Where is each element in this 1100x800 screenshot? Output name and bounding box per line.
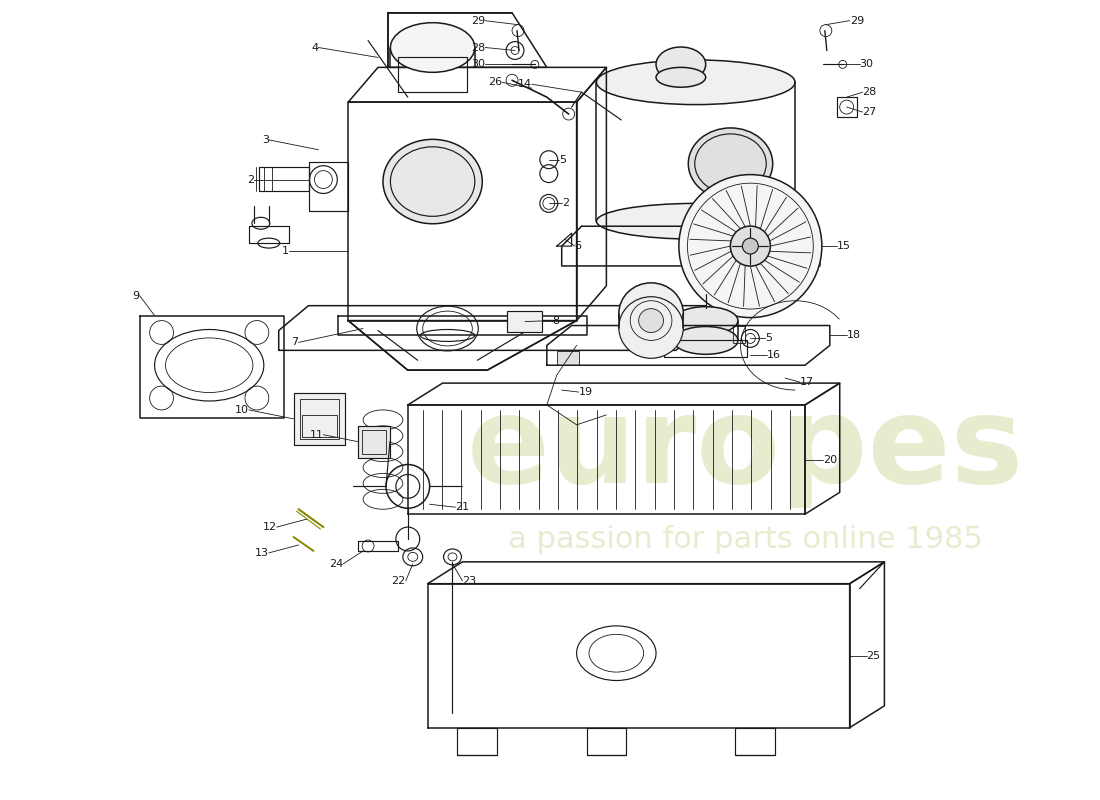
Text: 5: 5 <box>559 154 565 165</box>
Bar <box>734 326 746 343</box>
Bar <box>359 426 389 458</box>
Text: 1: 1 <box>282 246 288 256</box>
Text: 24: 24 <box>329 559 343 569</box>
Text: 16: 16 <box>767 350 781 360</box>
Text: 13: 13 <box>255 548 268 558</box>
Text: 26: 26 <box>488 78 502 87</box>
Text: 2: 2 <box>246 174 254 185</box>
Ellipse shape <box>689 128 772 199</box>
Text: 29: 29 <box>471 16 485 26</box>
Text: 29: 29 <box>849 16 864 26</box>
Text: 6: 6 <box>574 241 582 251</box>
Text: 5: 5 <box>766 334 772 343</box>
Text: 30: 30 <box>859 59 873 70</box>
Text: 19: 19 <box>579 387 593 397</box>
Text: 2: 2 <box>562 198 569 208</box>
Text: 11: 11 <box>309 430 323 440</box>
Text: 23: 23 <box>462 576 476 586</box>
Text: 12: 12 <box>263 522 277 532</box>
Text: europes: europes <box>466 391 1024 508</box>
Text: 22: 22 <box>392 576 406 586</box>
Ellipse shape <box>656 67 706 87</box>
Bar <box>507 310 542 333</box>
Text: 10: 10 <box>235 405 249 415</box>
Text: 28: 28 <box>471 42 485 53</box>
Bar <box>299 399 339 438</box>
Text: a passion for parts online 1985: a passion for parts online 1985 <box>508 525 982 554</box>
Text: 27: 27 <box>862 107 877 117</box>
Text: 28: 28 <box>862 87 877 97</box>
Text: 21: 21 <box>455 502 470 512</box>
Ellipse shape <box>390 22 475 72</box>
Ellipse shape <box>639 309 663 333</box>
Bar <box>557 351 579 366</box>
Ellipse shape <box>619 297 683 358</box>
Ellipse shape <box>673 306 738 334</box>
Ellipse shape <box>673 326 738 354</box>
Text: 25: 25 <box>867 651 881 661</box>
Ellipse shape <box>619 283 683 344</box>
Text: 4: 4 <box>311 42 318 53</box>
Text: 8: 8 <box>552 315 559 326</box>
Ellipse shape <box>596 203 795 239</box>
Text: 15: 15 <box>837 241 850 251</box>
Circle shape <box>730 226 770 266</box>
Bar <box>294 393 345 445</box>
Text: 3: 3 <box>262 135 268 145</box>
Text: 14: 14 <box>518 79 532 90</box>
Bar <box>362 430 386 454</box>
Text: 30: 30 <box>471 59 485 70</box>
Ellipse shape <box>383 139 482 224</box>
Text: 20: 20 <box>823 454 837 465</box>
Text: 9: 9 <box>133 290 140 301</box>
Ellipse shape <box>656 47 706 82</box>
Bar <box>301 415 338 437</box>
Circle shape <box>742 238 758 254</box>
Circle shape <box>679 174 822 318</box>
Ellipse shape <box>596 60 795 105</box>
Text: 7: 7 <box>292 338 298 347</box>
Text: 18: 18 <box>847 330 861 341</box>
Text: 17: 17 <box>800 377 814 387</box>
